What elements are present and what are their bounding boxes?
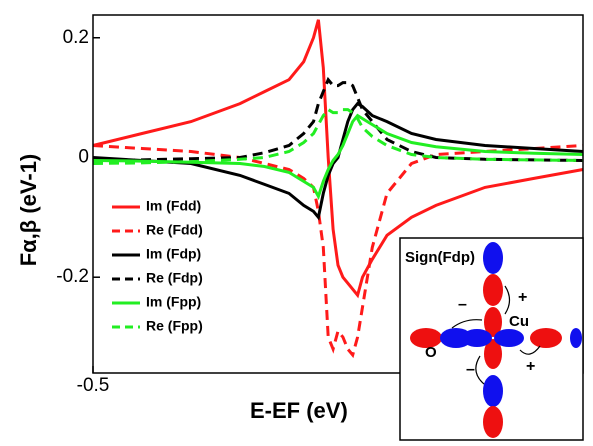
lobe xyxy=(440,328,472,348)
arrow xyxy=(504,285,511,315)
sign-label: – xyxy=(466,361,475,378)
lobe xyxy=(483,274,503,306)
legend-label: Im (Fdd) xyxy=(146,198,201,214)
lobe xyxy=(570,328,582,348)
sign-label: + xyxy=(526,358,535,375)
legend-label: Re (Fdp) xyxy=(146,270,203,286)
lobe xyxy=(483,242,503,274)
arrows xyxy=(451,285,541,385)
sign-label: – xyxy=(458,296,467,313)
x-tick-label: -0.5 xyxy=(77,375,110,396)
lobe xyxy=(483,406,503,438)
legend-label: Re (Fdd) xyxy=(146,222,203,238)
series-line xyxy=(92,144,584,359)
inset: Sign(Fdp) + – Cu O – + xyxy=(399,237,584,441)
legend-label: Im (Fpp) xyxy=(146,294,201,310)
sign-label: + xyxy=(518,289,527,306)
y-tick-label: -0.2 xyxy=(56,266,89,287)
legend-label: Re (Fpp) xyxy=(146,318,203,334)
lobe xyxy=(410,328,442,348)
axes-frame xyxy=(92,14,584,374)
series-line xyxy=(92,76,584,162)
lobe xyxy=(484,339,502,369)
cu-label: Cu xyxy=(509,313,529,330)
series-line xyxy=(92,101,584,221)
series-line xyxy=(92,113,584,201)
arrow xyxy=(451,319,483,329)
lobe xyxy=(494,329,524,347)
lobe xyxy=(483,375,503,407)
y-tick-label: 0.2 xyxy=(63,27,89,48)
arrow xyxy=(519,345,541,355)
legend-label: Im (Fdp) xyxy=(146,246,201,262)
y-axis-label: Fα,β (eV-1) xyxy=(16,154,41,267)
o-label: O xyxy=(425,344,437,361)
lobe xyxy=(530,328,562,348)
inset-title: Sign(Fdp) xyxy=(405,249,475,266)
series-line xyxy=(92,107,584,165)
x-axis-label: E-EF (eV) xyxy=(250,398,348,423)
series-line xyxy=(92,19,584,299)
plot-area: 0.2 0 -0.2 -0.5 Im (Fdd) Re (Fdd) Im (Fdp) Re (… xyxy=(56,19,584,396)
lobe xyxy=(484,307,502,337)
arrow xyxy=(475,355,485,385)
orbitals xyxy=(410,242,582,438)
y-tick-label: 0 xyxy=(78,146,89,167)
